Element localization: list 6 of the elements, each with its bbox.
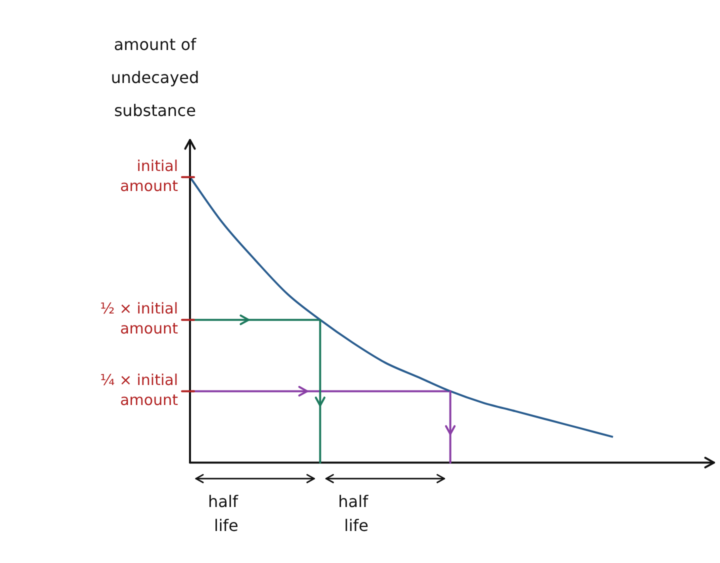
ref-line-label: ¼ × initial amount <box>100 371 178 410</box>
text: half life <box>208 492 238 535</box>
y-axis-title: amount of undecayed substance <box>110 35 200 120</box>
ref-line-label: initial amount <box>120 157 178 196</box>
text: half life <box>338 492 369 535</box>
ref-line-label: ½ × initial amount <box>100 300 178 338</box>
